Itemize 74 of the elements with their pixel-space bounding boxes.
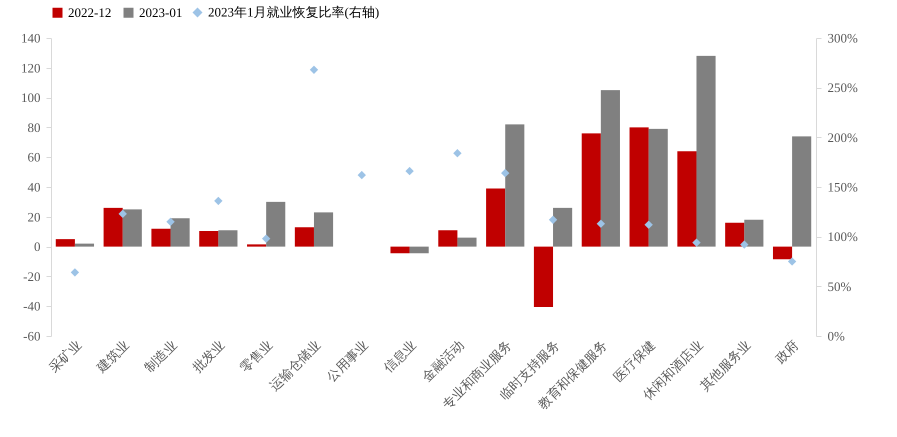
point xyxy=(118,210,127,218)
bar xyxy=(294,227,314,247)
y2-tick-label: 100% xyxy=(828,229,858,244)
legend-label: 2022-12 xyxy=(68,4,112,20)
point xyxy=(740,240,748,249)
y-tick-label: 40 xyxy=(28,180,40,194)
x-tick-label: 建筑业 xyxy=(93,337,132,376)
bar xyxy=(199,230,218,247)
y2-tick-label: 300% xyxy=(828,30,858,46)
y2-tick-label: 0% xyxy=(828,328,845,344)
bar xyxy=(648,128,668,247)
point xyxy=(596,220,606,228)
y-tick-label: 80 xyxy=(28,120,40,135)
point xyxy=(214,196,223,206)
bar xyxy=(266,202,286,247)
x-tick-label: 制造业 xyxy=(142,337,180,376)
point xyxy=(692,238,701,247)
y-tick-label: -60 xyxy=(23,328,40,344)
y-tick-label: 20 xyxy=(28,209,40,224)
point xyxy=(501,168,510,178)
point xyxy=(405,166,414,176)
y2-tick-label: 150% xyxy=(828,180,858,194)
point xyxy=(788,257,796,266)
bar xyxy=(74,244,94,247)
x-tick-label: 零售业 xyxy=(237,337,276,376)
bar xyxy=(534,246,554,307)
bar xyxy=(438,230,458,247)
x-tick-label: 批发业 xyxy=(189,337,228,376)
y2-tick-label: 50% xyxy=(828,278,852,294)
bar xyxy=(696,56,716,247)
x-tick-label: 采矿业 xyxy=(46,337,84,376)
bar xyxy=(600,90,620,247)
point xyxy=(644,220,653,229)
y-tick-label: 120 xyxy=(21,60,40,76)
bar xyxy=(104,208,123,247)
bar xyxy=(505,124,524,247)
legend-label: 2023-01 xyxy=(139,4,182,20)
bar xyxy=(486,188,506,247)
point xyxy=(548,216,558,224)
bar xyxy=(725,222,744,247)
bar xyxy=(218,230,238,247)
y2-tick-label: 250% xyxy=(828,80,858,96)
bar xyxy=(630,127,649,247)
point xyxy=(310,66,318,74)
y-tick-label: 60 xyxy=(28,150,40,165)
bar xyxy=(390,246,410,254)
bar xyxy=(792,136,812,247)
x-tick-label: 公用事业 xyxy=(324,337,371,384)
bar xyxy=(410,246,429,254)
bar xyxy=(582,133,601,247)
bar xyxy=(744,220,764,247)
x-tick-label: 信息业 xyxy=(380,337,419,376)
y-tick-label: 0 xyxy=(34,239,40,254)
y-tick-label: 100 xyxy=(21,90,40,106)
bar xyxy=(772,246,792,260)
bar xyxy=(122,209,142,247)
point xyxy=(262,234,270,243)
point xyxy=(70,268,80,277)
legend-label: 2023年1月就业恢复比率(右轴) xyxy=(208,4,380,20)
y-tick-label: -20 xyxy=(23,268,40,284)
bar xyxy=(56,239,75,247)
bar xyxy=(170,218,190,247)
y-tick-label: 140 xyxy=(21,30,40,46)
bar xyxy=(314,212,334,247)
point xyxy=(358,170,366,180)
bar xyxy=(677,151,696,247)
bar xyxy=(151,228,171,247)
x-tick-label: 政府 xyxy=(772,337,802,366)
y-tick-label: -40 xyxy=(23,298,40,314)
point xyxy=(453,149,462,158)
bar xyxy=(553,208,572,247)
bar xyxy=(457,238,477,247)
y2-tick-label: 200% xyxy=(828,130,858,145)
point xyxy=(166,218,175,226)
